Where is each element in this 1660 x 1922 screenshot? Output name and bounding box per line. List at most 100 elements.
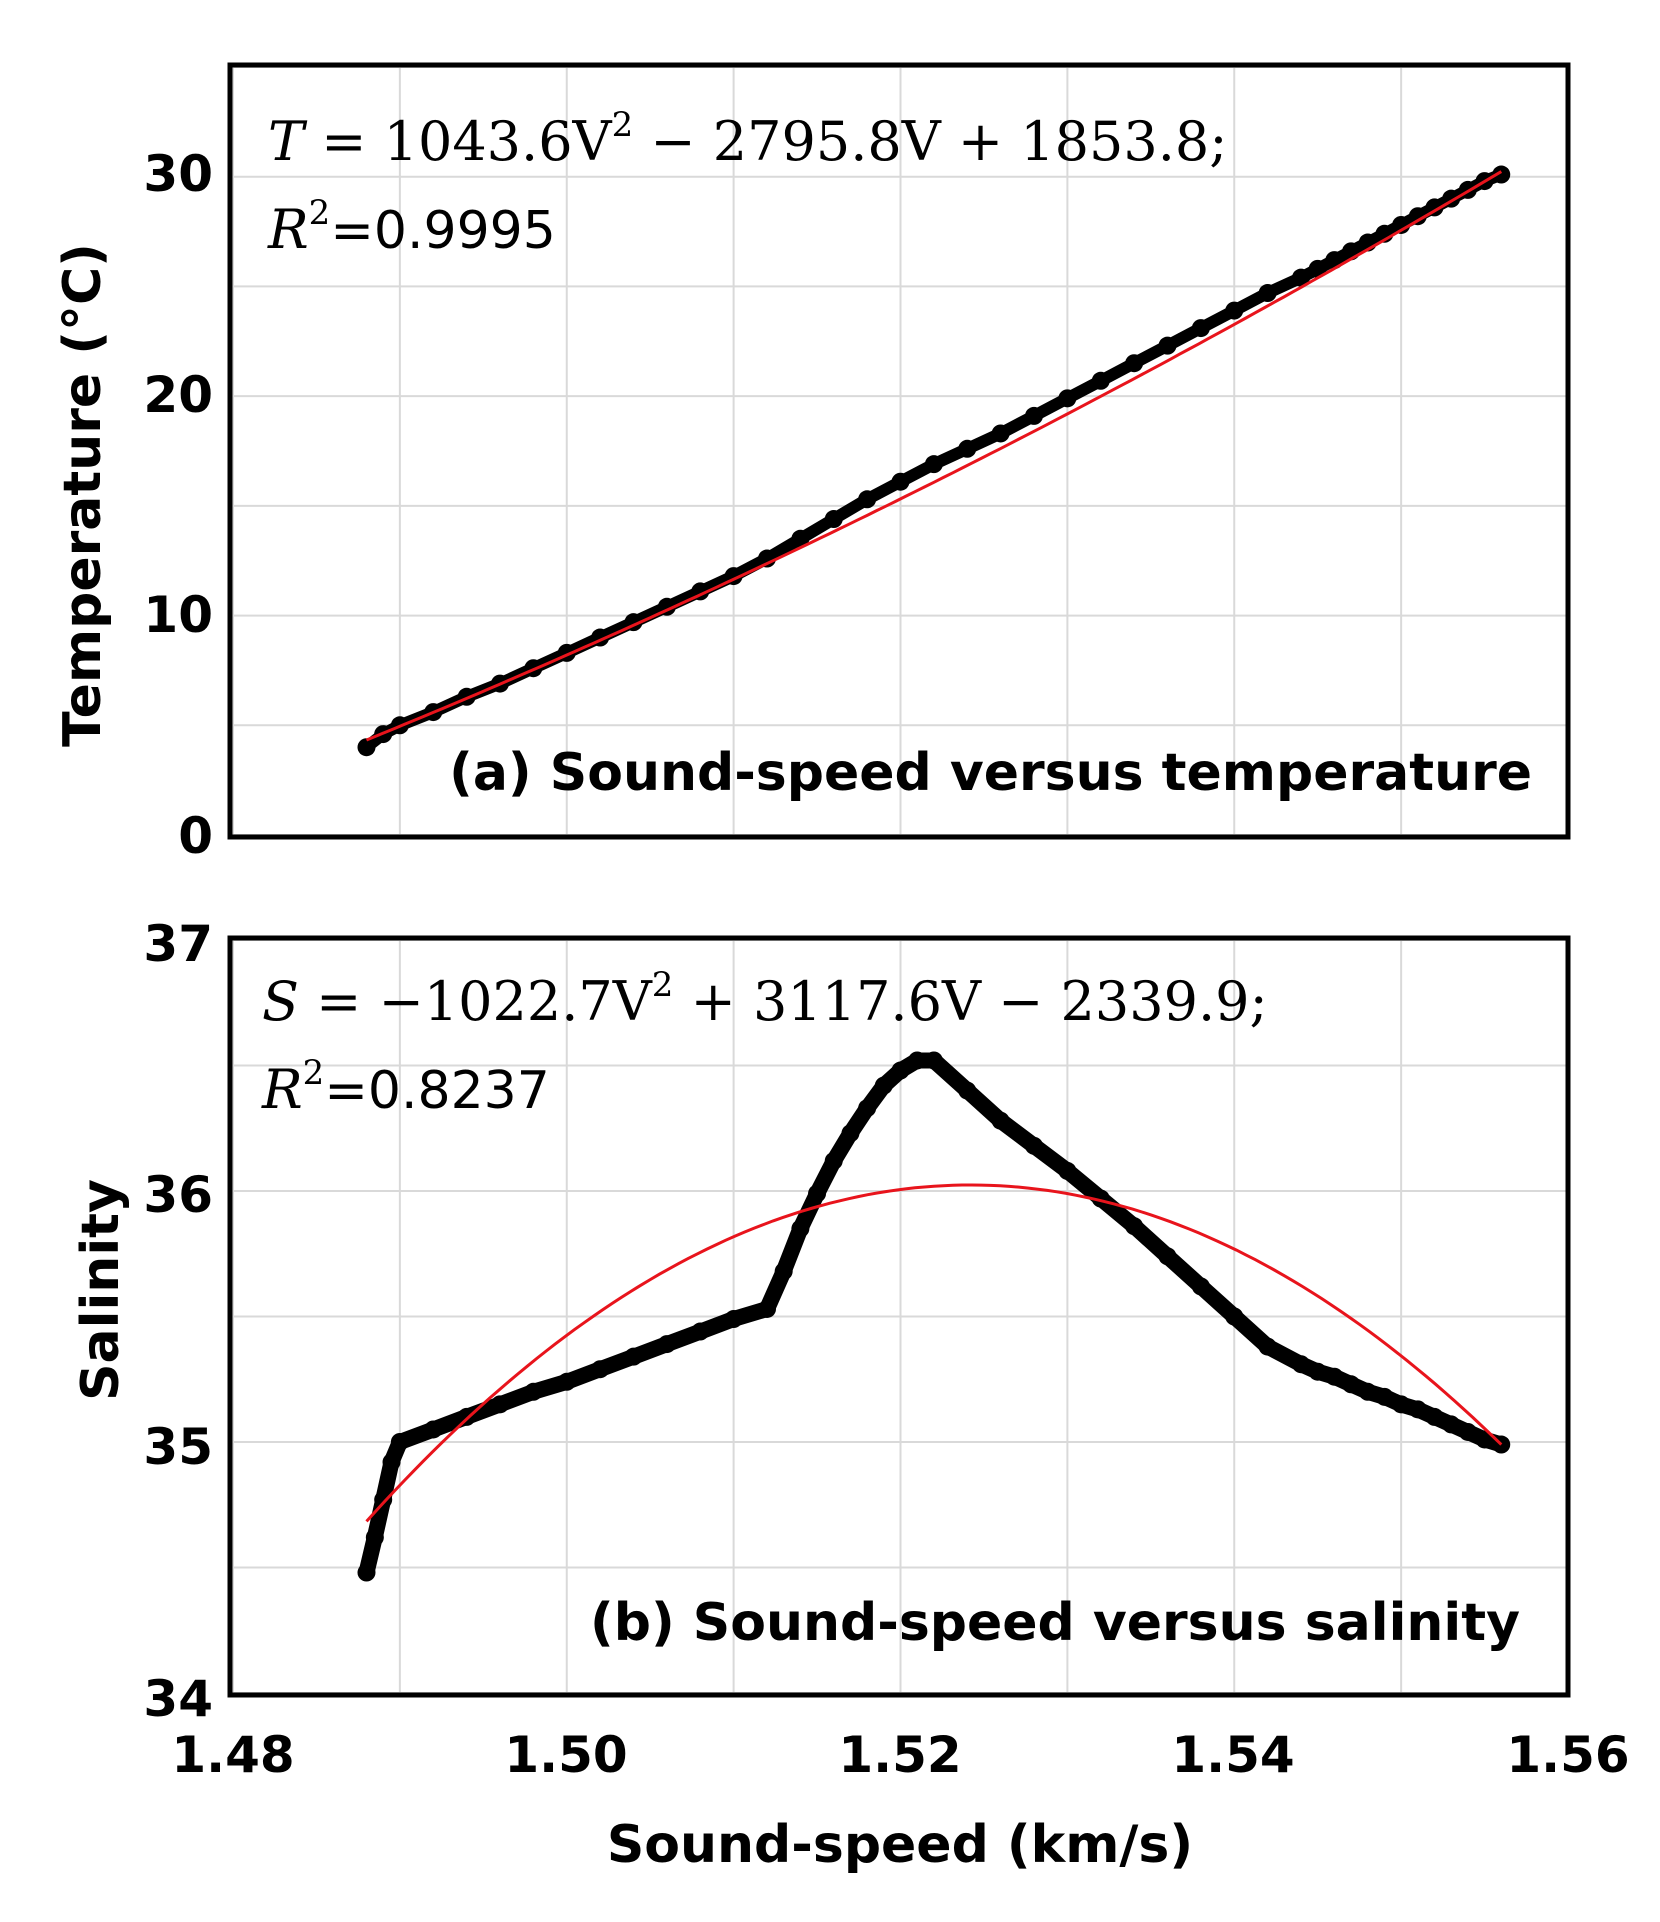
equation-b: S = −1022.7V2 + 3117.6V − 2339.9;	[262, 965, 1268, 1033]
data-point	[1325, 1367, 1344, 1386]
equation-rest: + 3117.6V − 2339.9;	[673, 970, 1267, 1033]
data-point	[891, 1061, 910, 1080]
y-tick-a: 10	[143, 586, 213, 644]
data-point	[758, 1299, 776, 1318]
data-point	[382, 1453, 401, 1472]
fit-curve-b	[365, 1183, 1503, 1523]
data-point	[891, 472, 910, 491]
equation-equals: =	[304, 110, 384, 173]
data-point	[808, 1184, 827, 1203]
equation-exponent: 2	[612, 105, 634, 145]
data-point	[1292, 1355, 1310, 1374]
data-points-b	[357, 1051, 1511, 1582]
grid-b	[232, 939, 1569, 1694]
equation-term: −1022.7V	[379, 970, 653, 1033]
fit-line	[365, 170, 1503, 742]
data-point	[1308, 1362, 1327, 1381]
x-tick: 1.54	[1171, 1726, 1294, 1784]
plot-frame-a	[227, 62, 1571, 840]
r2-value: =0.8237	[324, 1061, 550, 1121]
data-point	[924, 1051, 943, 1070]
data-point	[1258, 1337, 1277, 1356]
y-tick-b: 36	[143, 1166, 213, 1224]
data-point	[1425, 1407, 1444, 1426]
y-tick-a: 30	[143, 145, 213, 203]
data-point	[1191, 1277, 1210, 1296]
data-point	[1408, 1400, 1427, 1419]
data-point	[591, 1360, 610, 1379]
data-point	[1475, 1430, 1494, 1449]
r-squared-b: R2=0.8237	[261, 1053, 550, 1121]
data-point	[357, 738, 376, 757]
equation-lhs: T	[268, 110, 308, 173]
x-tick: 1.48	[171, 1726, 294, 1784]
data-point	[657, 1335, 676, 1354]
data-point	[1442, 1415, 1461, 1434]
data-point	[724, 1310, 743, 1329]
data-point	[374, 1490, 393, 1509]
data-point	[691, 1322, 710, 1341]
x-tick: 1.50	[504, 1726, 627, 1784]
data-point	[1292, 268, 1310, 287]
y-axis-label-b: Salinity	[71, 1179, 131, 1401]
equation-rest: − 2795.8V + 1853.8;	[633, 110, 1227, 173]
data-point	[624, 1347, 643, 1366]
r-squared-a: R2=0.9995	[267, 193, 556, 261]
data-point	[1158, 336, 1177, 355]
data-point	[1058, 1161, 1077, 1180]
panel-a: 30 20 10 0 Temperature (°C) T = 1043.6V2…	[53, 62, 1571, 865]
data-point	[841, 1124, 860, 1143]
data-point	[1025, 406, 1043, 425]
data-point	[1375, 1387, 1394, 1406]
data-point	[1492, 165, 1511, 184]
plot-frame-b	[227, 935, 1571, 1698]
data-point	[1125, 1217, 1144, 1236]
data-point	[365, 1528, 384, 1547]
y-tick-b: 34	[143, 1670, 213, 1728]
data-point	[1125, 354, 1144, 373]
y-tick-a: 20	[143, 366, 213, 424]
data-point	[774, 1262, 793, 1281]
data-point	[958, 439, 977, 458]
data-point	[1392, 1395, 1411, 1414]
data-point	[1258, 284, 1277, 303]
panel-b: 37 36 35 34 Salinity 1.48 1.50 1.52 1.54…	[71, 915, 1630, 1875]
equation-term: 1043.6V	[384, 110, 613, 173]
equation-a: T = 1043.6V2 − 2795.8V + 1853.8;	[268, 105, 1227, 173]
r2-value: =0.9995	[330, 201, 556, 261]
data-point	[1091, 371, 1110, 390]
fit-line	[365, 1183, 1503, 1523]
data-point	[1342, 1375, 1361, 1394]
data-point	[357, 1563, 376, 1582]
data-point	[874, 1076, 893, 1095]
data-point	[1225, 1307, 1244, 1326]
r2-label: R	[267, 198, 309, 261]
r2-exponent: 2	[303, 1053, 325, 1093]
y-tick-b: 37	[143, 915, 213, 973]
data-point	[524, 1382, 543, 1401]
y-axis-label-a: Temperature (°C)	[53, 243, 113, 747]
data-point	[824, 510, 843, 529]
data-point	[958, 1081, 977, 1100]
data-point	[1025, 1136, 1043, 1155]
data-point	[991, 424, 1010, 443]
data-point	[1358, 1382, 1377, 1401]
equation-exponent: 2	[652, 965, 674, 1005]
data-point	[390, 1433, 409, 1451]
data-point	[1408, 207, 1427, 226]
data-point	[491, 1395, 509, 1414]
r2-label: R	[261, 1058, 303, 1121]
x-axis-label: Sound-speed (km/s)	[607, 1815, 1193, 1875]
data-point	[1458, 1422, 1477, 1441]
data-point	[424, 1420, 443, 1439]
data-point	[1225, 301, 1244, 320]
data-point	[824, 1151, 843, 1170]
x-tick: 1.56	[1506, 1726, 1629, 1784]
panel-label-b: (b) Sound-speed versus salinity	[590, 1593, 1520, 1653]
data-point	[791, 529, 810, 548]
equation-lhs: S	[262, 970, 299, 1033]
panel-label-a: (a) Sound-speed versus temperature	[449, 743, 1532, 803]
data-point	[1191, 319, 1210, 338]
data-point	[557, 1372, 576, 1391]
